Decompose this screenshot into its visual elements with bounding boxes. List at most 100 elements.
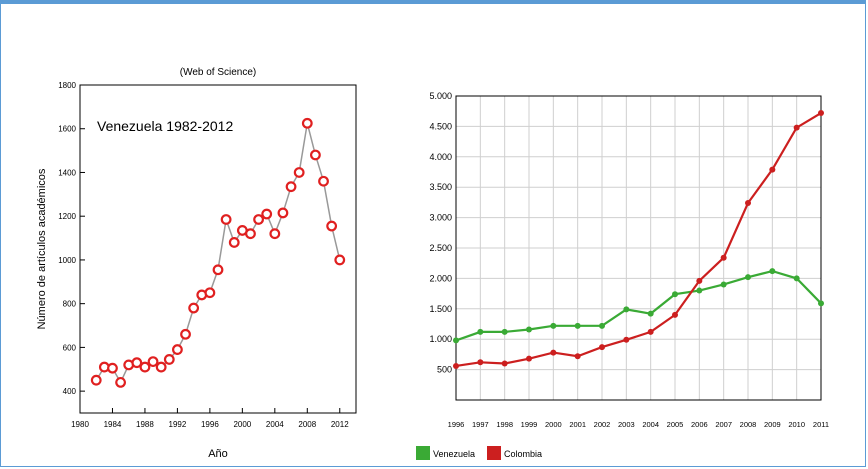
chart2-data-point-colombia	[477, 359, 484, 366]
chart2-data-point-colombia	[720, 254, 727, 261]
chart2-xtick-label: 1996	[448, 420, 465, 429]
chart2-data-point-colombia	[623, 336, 630, 343]
legend-label-colombia: Colombia	[504, 449, 542, 459]
chart1-data-point	[155, 361, 167, 373]
chart1-data-point	[301, 117, 313, 129]
chart1-ytick-label: 1800	[58, 81, 76, 90]
chart2-data-point-venezuela	[769, 268, 776, 275]
chart2-data-point-colombia	[526, 355, 532, 362]
chart1-xtick-label: 2004	[266, 420, 284, 429]
chart1-ytick-label: 1600	[58, 125, 76, 134]
chart1-data-point	[163, 354, 175, 365]
chart1-data-point	[180, 328, 191, 340]
chart1-xtick-label: 2012	[331, 420, 349, 429]
chart2-ytick-label: 1.000	[429, 334, 452, 344]
chart2-data-point-venezuela	[696, 287, 703, 294]
chart2-data-point-colombia	[818, 110, 824, 117]
chart1-data-point	[318, 175, 329, 187]
chart2-data-point-venezuela	[526, 326, 532, 333]
chart1-data-point	[228, 237, 240, 248]
chart2-data-point-venezuela	[574, 322, 581, 329]
chart1-data-point	[220, 214, 232, 225]
chart1-xtick-label: 1980	[71, 420, 89, 429]
chart1-data-point	[172, 344, 183, 355]
chart1-data-point	[188, 302, 200, 314]
legend-label-venezuela: Venezuela	[433, 449, 475, 459]
chart2-plot-area	[455, 95, 822, 401]
chart2-data-point-colombia	[574, 353, 581, 360]
chart2-data-point-venezuela	[599, 322, 605, 329]
chart2-ytick-label: 4.000	[429, 152, 452, 162]
chart2-data-point-colombia	[793, 124, 800, 131]
chart2-data-point-colombia	[696, 277, 703, 284]
chart1-data-point	[293, 167, 305, 178]
chart1-ylabel: Número de artículos académicos	[36, 168, 48, 329]
chart2-data-point-venezuela	[647, 310, 654, 317]
chart1-data-point	[115, 376, 126, 388]
chart1-xtick-label: 1984	[104, 420, 122, 429]
chart2-xtick-label: 2001	[569, 420, 586, 429]
chart2-data-point-venezuela	[477, 328, 484, 335]
chart2-xtick-label: 2000	[545, 420, 562, 429]
chart2-xtick-label: 1998	[496, 420, 513, 429]
chart1-xtick-label: 2000	[233, 420, 251, 429]
chart2-xtick-label: 2003	[618, 420, 635, 429]
chart1-xtick-label: 1996	[201, 420, 219, 429]
chart1-data-point	[204, 287, 216, 299]
chart2-xtick-label: 1997	[472, 420, 489, 429]
chart1-ytick-label: 1400	[58, 168, 76, 177]
chart2-data-point-colombia	[672, 311, 678, 318]
chart1-data-point	[285, 181, 297, 193]
chart1-data-point	[334, 254, 346, 266]
chart1-data-point	[310, 149, 321, 161]
chart1-ytick-label: 400	[63, 387, 77, 396]
chart2-ytick-label: 3.000	[429, 213, 452, 223]
chart1-data-point	[277, 207, 289, 219]
chart1-plot-area	[79, 84, 357, 414]
chart2-ytick-label: 4.500	[429, 121, 452, 131]
legend-swatch-venezuela	[416, 446, 430, 460]
chart2-data-point-colombia	[453, 362, 459, 369]
chart2-xtick-label: 2005	[667, 420, 684, 429]
chart1-ytick-label: 800	[63, 300, 77, 309]
chart2-xtick-label: 2004	[642, 420, 659, 429]
chart1-data-point	[107, 362, 118, 374]
chart2-data-point-colombia	[647, 328, 654, 335]
chart1-data-point	[245, 228, 256, 240]
chart2-xtick-label: 2007	[715, 420, 732, 429]
chart2-ytick-label: 2.500	[429, 243, 452, 253]
chart1-ytick-label: 600	[63, 343, 77, 352]
chart1-data-point	[212, 264, 224, 276]
chart-wos-venezuela: (Web of Science) Venezuela 1982-2012 Año…	[36, 67, 357, 460]
chart2-data-point-venezuela	[501, 328, 508, 335]
chart1-data-point	[90, 374, 102, 386]
chart2-legend: Venezuela Colombia	[416, 446, 542, 460]
chart2-data-point-venezuela	[623, 306, 630, 313]
chart1-data-point	[147, 356, 159, 368]
chart2-series-line-venezuela	[455, 269, 822, 342]
chart2-xtick-label: 2010	[788, 420, 805, 429]
chart1-data-point	[326, 220, 338, 232]
chart2-data-point-venezuela	[720, 281, 727, 288]
chart2-data-point-colombia	[550, 349, 557, 356]
chart1-data-point	[139, 361, 151, 373]
chart2-data-point-venezuela	[745, 274, 751, 281]
chart1-data-point	[261, 208, 273, 220]
chart2-xtick-label: 2006	[691, 420, 708, 429]
chart2-xtick-label: 1999	[521, 420, 538, 429]
chart1-ytick-label: 1200	[58, 212, 76, 221]
chart-venezuela-colombia: 1996 1997 1998 1999 2000 2001 2002 2003 2004 2005…	[416, 91, 829, 460]
chart1-title: (Web of Science)	[180, 67, 257, 78]
chart1-xtick-label: 1992	[169, 420, 187, 429]
chart1-annotation: Venezuela 1982-2012	[97, 118, 233, 134]
chart1-data-point	[131, 357, 143, 369]
chart2-xtick-label: 2008	[740, 420, 757, 429]
chart2-data-point-venezuela	[672, 291, 678, 298]
chart1-ytick-label: 1000	[58, 256, 76, 265]
chart2-data-point-venezuela	[793, 275, 800, 282]
chart2-xtick-label: 2011	[813, 420, 829, 429]
chart2-data-point-colombia	[501, 360, 508, 367]
chart2-ytick-label: 1.500	[429, 304, 452, 314]
chart1-data-point	[269, 228, 281, 240]
